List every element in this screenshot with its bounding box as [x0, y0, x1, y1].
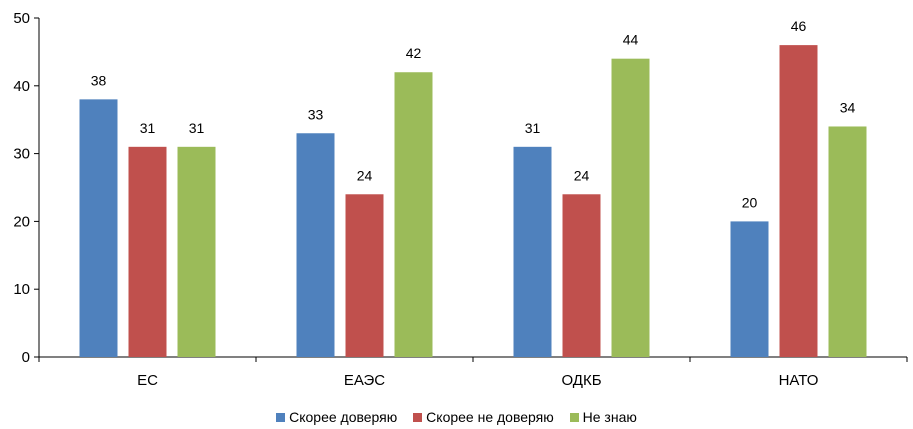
y-tick-label: 20	[13, 213, 30, 230]
bar	[828, 126, 867, 357]
bar	[562, 194, 601, 357]
data-label: 31	[140, 120, 156, 136]
bar	[177, 146, 216, 357]
legend-swatch-distrust	[413, 413, 423, 422]
legend: Скорее доверяю Скорее не доверяю Не знаю	[0, 409, 913, 425]
data-label: 44	[623, 32, 639, 48]
data-label: 33	[308, 106, 324, 122]
x-tick-label: ОДКБ	[561, 372, 601, 389]
bar	[128, 146, 167, 357]
data-label: 24	[357, 167, 373, 183]
legend-swatch-dont-know	[569, 413, 579, 422]
data-label: 20	[742, 194, 758, 210]
bar	[296, 133, 335, 357]
y-tick-label: 0	[22, 349, 30, 366]
x-tick-label: НАТО	[779, 372, 819, 389]
y-tick-label: 30	[13, 146, 30, 163]
x-tick-label: ЕС	[137, 372, 158, 389]
data-label: 46	[791, 18, 807, 34]
bar	[394, 72, 433, 358]
bar	[730, 221, 769, 357]
data-label: 34	[840, 99, 856, 115]
bar	[513, 146, 552, 357]
data-label: 31	[189, 120, 205, 136]
bar	[611, 58, 650, 358]
legend-item-dont-know: Не знаю	[569, 409, 637, 425]
legend-label-distrust: Скорее не доверяю	[426, 409, 554, 425]
data-label: 24	[574, 167, 590, 183]
bar	[779, 45, 818, 358]
data-label: 31	[525, 120, 541, 136]
y-tick-label: 50	[13, 10, 30, 27]
bar	[79, 99, 118, 358]
legend-item-distrust: Скорее не доверяю	[413, 409, 554, 425]
bar	[345, 194, 384, 357]
x-tick-label: ЕАЭС	[344, 372, 385, 389]
legend-swatch-trust	[276, 413, 286, 422]
legend-label-dont-know: Не знаю	[582, 409, 637, 425]
data-label: 42	[406, 45, 422, 61]
legend-item-trust: Скорее доверяю	[276, 409, 397, 425]
y-tick-label: 10	[13, 281, 30, 298]
data-label: 38	[91, 72, 107, 88]
legend-label-trust: Скорее доверяю	[289, 409, 398, 425]
y-tick-label: 40	[13, 78, 30, 95]
